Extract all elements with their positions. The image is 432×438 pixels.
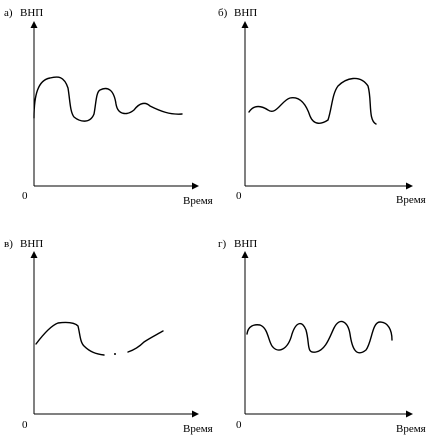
panel-c-letter: в)	[4, 238, 13, 250]
panel-c: в) ВНП 0 Время	[4, 238, 213, 435]
panel-b-xlabel: Время	[396, 194, 426, 206]
panel-d-gnp-curve	[246, 320, 393, 354]
panel-a-gnp-curve	[33, 76, 183, 122]
panel-a: а) ВНП 0 Время	[4, 7, 213, 207]
panel-c-ylabel: ВНП	[20, 238, 43, 250]
panel-c-gnp-curve-segment-2	[127, 330, 164, 353]
panel-c-xlabel: Время	[183, 423, 213, 435]
panel-d: г) ВНП 0 Время	[218, 238, 426, 435]
panel-c-gnp-curve-segment-1	[35, 321, 105, 356]
panel-a-origin: 0	[22, 190, 28, 202]
panel-d-ylabel: ВНП	[234, 238, 257, 250]
panel-d-origin: 0	[236, 419, 242, 431]
panel-b-ylabel: ВНП	[234, 7, 257, 19]
panel-b-origin: 0	[236, 190, 242, 202]
panel-c-gnp-curve-dot	[114, 353, 116, 355]
panel-b: б) ВНП 0 Время	[218, 7, 426, 206]
panel-d-letter: г)	[218, 238, 227, 250]
panel-d-xlabel: Время	[396, 423, 426, 435]
panel-b-gnp-curve	[248, 77, 377, 125]
panel-a-xlabel: Время	[183, 195, 213, 207]
panel-c-origin: 0	[22, 419, 28, 431]
panel-a-ylabel: ВНП	[20, 7, 43, 19]
panel-a-letter: а)	[4, 7, 13, 19]
panel-b-letter: б)	[218, 7, 228, 19]
